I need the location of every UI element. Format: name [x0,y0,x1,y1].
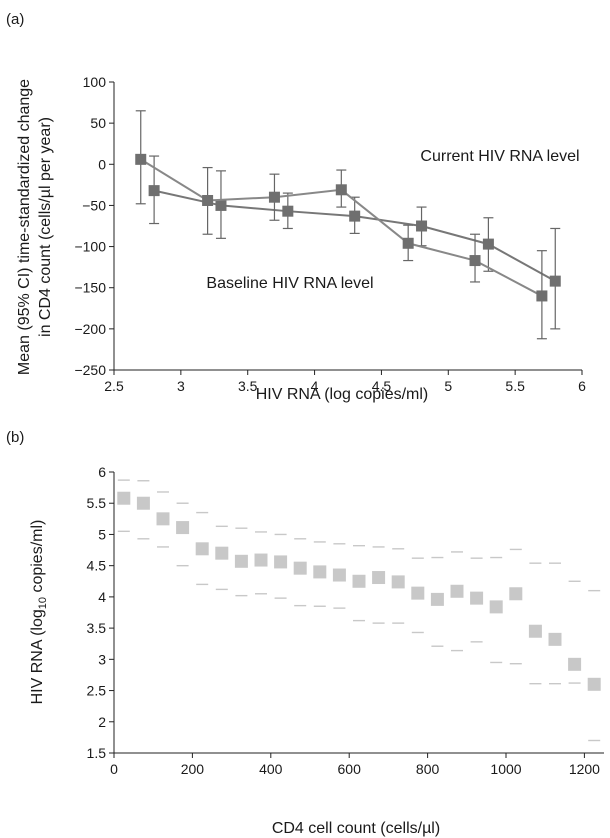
data-point [234,554,248,568]
data-point [402,237,414,249]
y-tick-label: 0 [98,156,106,172]
panel-a-x-ticks: 2.5 3 3.5 4 4.5 5 5.5 6 [104,370,586,394]
data-point [268,191,280,203]
panel-b-bounds [117,479,601,742]
x-tick-label: 6 [578,378,586,394]
y-tick-label: 4.5 [87,558,107,574]
x-tick-label: 200 [181,761,205,777]
panel-a-label: (a) [6,11,24,28]
panel-a-y-axis-label-line2: in CD4 count (cells/µl per year) [37,117,54,337]
panel-b: (b) 6 5.5 5 4.5 4 3.5 3 2.5 2 1.5 0 200 400 600 800 10… [6,429,604,837]
data-point [176,521,190,535]
data-point [430,592,444,606]
data-point [254,553,268,567]
data-point [332,568,346,582]
data-point [416,220,428,232]
data-point [215,546,229,560]
y-tick-label: −50 [82,197,106,213]
x-tick-label: 1000 [490,761,521,777]
y-tick-label: 2 [98,714,106,730]
x-tick-label: 1200 [569,761,600,777]
data-point [335,184,347,196]
y-tick-label: −150 [74,280,106,296]
data-point [293,561,307,575]
y-tick-label: 6 [98,464,106,480]
data-point [587,677,601,691]
y-tick-label: −250 [74,362,106,378]
data-point [215,199,227,211]
x-tick-label: 4 [311,378,319,394]
y-tick-label: 5.5 [87,495,107,511]
data-point [372,571,386,585]
data-point [282,205,294,217]
x-tick-label: 4.5 [372,378,392,394]
x-tick-label: 5 [444,378,452,394]
data-point [528,624,542,638]
data-point [136,496,150,510]
data-point [117,491,131,505]
data-point [148,185,160,197]
panel-b-x-ticks: 0 200 400 600 800 1000 1200 [110,753,600,777]
x-tick-label: 3.5 [238,378,258,394]
y-tick-label: 4 [98,589,106,605]
y-tick-label: 2.5 [87,683,107,699]
y-tick-label: −100 [74,239,106,255]
x-tick-label: 3 [177,378,185,394]
panel-a-series [135,110,561,340]
data-point [549,275,561,287]
data-point [450,584,464,598]
x-tick-label: 600 [338,761,362,777]
data-point [469,255,481,267]
panel-b-label: (b) [6,429,24,446]
data-point [195,542,209,556]
panel-b-x-axis-label: CD4 cell count (cells/µl) [272,820,440,837]
y-tick-label: 3.5 [87,620,107,636]
data-point [568,657,582,671]
y-tick-label: 3 [98,651,106,667]
data-point [202,194,214,206]
data-point [411,586,425,600]
y-tick-label: 50 [90,115,106,131]
x-tick-label: 2.5 [104,378,124,394]
data-point [313,565,327,579]
data-point [470,591,484,605]
data-point [352,574,366,588]
panel-b-y-ticks: 6 5.5 5 4.5 4 3.5 3 2.5 2 1.5 [87,464,114,761]
x-tick-label: 800 [416,761,440,777]
baseline-series-label: Baseline HIV RNA level [206,275,373,292]
y-tick-label: 5 [98,526,106,542]
data-point [548,632,562,646]
panel-b-y-axis-label: HIV RNA (log10 copies/ml) [29,520,49,705]
data-point [274,555,288,569]
panel-b-axes [113,472,604,754]
current-series-label: Current HIV RNA level [420,148,579,165]
data-point [349,210,361,222]
panel-a: (a) 100 50 0 −50 −100 −150 −200 −250 2.5 3 3.5 4 4.… [6,11,586,403]
data-point [135,153,147,165]
x-tick-label: 5.5 [505,378,525,394]
data-point [482,238,494,250]
panel-a-x-axis-label: HIV RNA (log copies/ml) [256,386,429,403]
data-point [489,600,503,614]
panel-a-axes [113,82,582,371]
y-tick-label: −200 [74,321,106,337]
data-point [156,512,170,526]
panel-b-points [117,491,601,691]
x-tick-label: 0 [110,761,118,777]
panel-a-y-axis-label-line1: Mean (95% CI) time-standardized change [16,79,33,375]
y-tick-label: 100 [83,74,107,90]
data-point [509,587,523,601]
data-point [536,290,548,302]
x-tick-label: 400 [259,761,283,777]
y-tick-label: 1.5 [87,745,107,761]
panel-a-y-ticks: 100 50 0 −50 −100 −150 −200 −250 [74,74,114,378]
data-point [391,575,405,589]
